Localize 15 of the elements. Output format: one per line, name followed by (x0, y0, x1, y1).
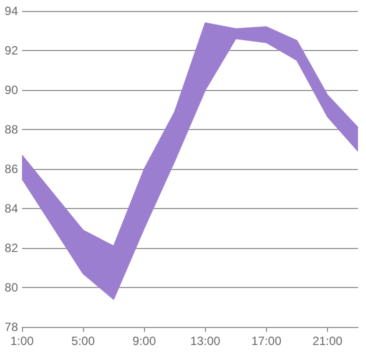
y-tick-label: 80 (4, 280, 18, 294)
y-tick-label: 94 (4, 4, 18, 18)
y-tick-label: 92 (4, 44, 18, 58)
y-tick-label: 86 (4, 162, 18, 176)
y-tick-label: 82 (4, 241, 18, 255)
y-tick-label: 90 (4, 83, 18, 97)
y-tick-label: 78 (4, 320, 18, 334)
y-tick-label: 84 (4, 202, 18, 216)
x-tick-label: 1:00 (10, 334, 34, 348)
x-tick-label: 13:00 (190, 334, 221, 348)
x-tick-label: 21:00 (312, 334, 343, 348)
x-tick-label: 9:00 (132, 334, 156, 348)
x-tick-label: 17:00 (251, 334, 282, 348)
x-tick-label: 5:00 (71, 334, 96, 348)
y-tick-label: 88 (4, 122, 18, 136)
